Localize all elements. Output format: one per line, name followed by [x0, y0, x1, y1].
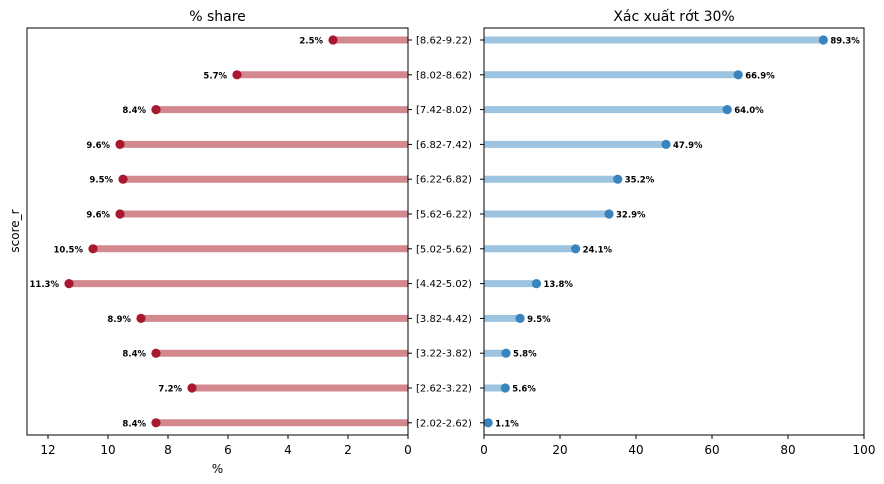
left-data-label: 11.3%: [30, 280, 60, 290]
left-dot: [151, 418, 161, 428]
right-data-label: 1.1%: [495, 419, 519, 429]
right-dot: [501, 348, 511, 358]
left-category-label: [4.42-5.02): [416, 279, 472, 290]
left-x-tick-label: 8: [164, 443, 172, 457]
left-y-axis-label: score_r: [8, 209, 22, 252]
right-plot-frame: [483, 27, 865, 436]
left-x-tick-label: 6: [224, 443, 232, 457]
left-category-label: [3.22-3.82): [416, 349, 472, 360]
right-data-label: 66.9%: [745, 71, 775, 81]
left-dot: [151, 348, 161, 358]
left-x-tick-label: 2: [344, 443, 352, 457]
left-chart-title: % share: [189, 9, 246, 25]
right-dot: [733, 70, 743, 80]
right-data-label: 47.9%: [673, 141, 703, 151]
right-data-label: 32.9%: [616, 211, 646, 221]
right-dot: [500, 383, 510, 393]
right-dot: [515, 313, 525, 323]
right-data-label: 89.3%: [830, 37, 860, 47]
left-dot: [328, 35, 338, 45]
right-x-tick-label: 60: [704, 443, 719, 457]
left-x-axis-label: %: [212, 462, 223, 476]
right-dot: [661, 139, 671, 149]
right-x-tick-label: 40: [628, 443, 643, 457]
right-dot: [722, 105, 732, 115]
left-dot: [88, 244, 98, 254]
left-data-label: 8.4%: [122, 350, 146, 360]
left-x-tick-label: 10: [100, 443, 115, 457]
right-x-tick-label: 80: [780, 443, 795, 457]
left-data-label: 2.5%: [299, 37, 323, 47]
right-dot: [818, 35, 828, 45]
left-x-tick-label: 0: [404, 443, 412, 457]
left-dot: [118, 174, 128, 184]
left-data-label: 8.4%: [122, 106, 146, 116]
right-dot: [570, 244, 581, 254]
left-data-label: 9.5%: [89, 176, 113, 186]
left-x-tick-label: 12: [40, 443, 55, 457]
right-chart-title: Xác xuất rớt 30%: [613, 9, 734, 25]
left-dot: [115, 209, 125, 219]
right-data-label: 5.8%: [513, 350, 537, 360]
left-category-label: [6.82-7.42): [416, 140, 472, 151]
left-category-label: [2.62-3.22): [416, 384, 472, 395]
left-category-label: [2.02-2.62): [416, 418, 472, 429]
right-data-label: 5.6%: [512, 385, 536, 395]
left-category-label: [5.62-6.22): [416, 210, 472, 221]
left-chart-panel: 2.5% 5.7% 8.4% 9.6% 9.5% 9.6% 10.5% 11.3% 8.9% 8.…: [26, 27, 472, 457]
right-data-label: 35.2%: [625, 176, 655, 186]
right-dot: [531, 279, 542, 289]
right-x-tick-label: 20: [552, 443, 567, 457]
right-x-tick-label: 100: [853, 443, 876, 457]
left-category-label: [5.02-5.62): [416, 244, 472, 255]
left-category-label: [7.42-8.02): [416, 105, 472, 116]
right-data-label: 24.1%: [583, 245, 613, 255]
left-dot: [151, 105, 161, 115]
left-plot-frame: [26, 27, 409, 436]
right-data-label: 9.5%: [527, 315, 551, 325]
left-category-label: [8.62-9.22): [416, 36, 472, 47]
left-dot: [232, 70, 242, 80]
left-data-label: 5.7%: [203, 71, 227, 81]
left-data-label: 7.2%: [158, 385, 182, 395]
left-x-tick-label: 4: [284, 443, 292, 457]
right-dot: [613, 174, 623, 184]
left-category-label: [8.02-8.62): [416, 70, 472, 81]
left-category-label: [3.82-4.42): [416, 314, 472, 325]
right-data-label: 13.8%: [543, 280, 573, 290]
right-dot: [604, 209, 614, 219]
right-chart-panel: 89.3% 66.9% 64.0% 47.9% 35.2% 32.9% 24.1% 13.8%…: [480, 27, 876, 457]
left-data-label: 8.4%: [122, 419, 146, 429]
left-data-label: 9.6%: [86, 141, 110, 151]
left-data-label: 10.5%: [54, 245, 84, 255]
right-data-label: 64.0%: [734, 106, 764, 116]
left-dot: [187, 383, 197, 393]
right-x-tick-label: 0: [480, 443, 488, 457]
left-dot: [64, 279, 74, 289]
left-data-label: 8.9%: [107, 315, 131, 325]
right-dot: [483, 418, 493, 428]
left-category-label: [6.22-6.82): [416, 175, 472, 186]
left-dot: [136, 313, 146, 323]
left-dot: [115, 139, 125, 149]
left-data-label: 9.6%: [86, 211, 110, 221]
